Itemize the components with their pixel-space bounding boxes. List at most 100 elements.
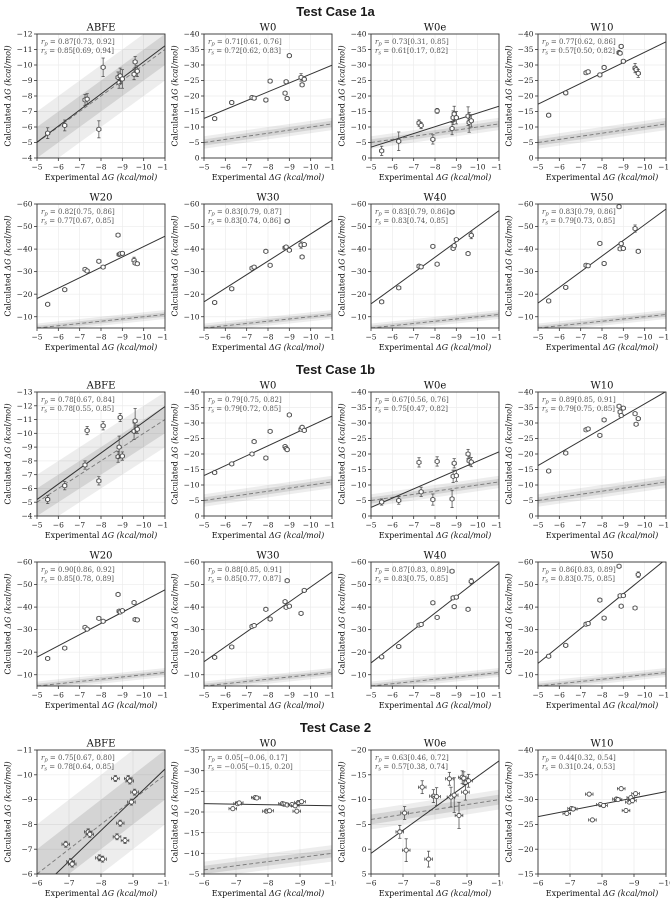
subplot-1a-W10: −11−10−9−8−7−6−5−40−35−30−25−20−15−10−50…: [505, 23, 671, 183]
data-point: [284, 218, 290, 224]
fit-line: [538, 392, 666, 467]
data-point: [299, 82, 305, 88]
fit-line: [538, 41, 666, 105]
spearman-stat: rs = 0.61[0.17, 0.82]: [375, 47, 448, 57]
confidence-band-inner: [37, 670, 165, 686]
tick-label: −20: [351, 648, 367, 657]
tick-label: −30: [351, 625, 367, 634]
x-axis-label: Experimental ΔG (kcal/mol): [546, 889, 658, 898]
tick-label: −5: [198, 333, 209, 342]
y-tick-labels: −60 −50 −40 −30 −20 −10: [184, 558, 204, 679]
pearson-stat: rp = 0.83[0.79, 0.87]: [208, 208, 282, 218]
data-point: [633, 421, 639, 427]
y-tick-labels: −40 −35 −30 −25 −20 −15 −10 −5 0: [184, 388, 204, 521]
data-point: [633, 791, 639, 797]
y-tick-labels: −13 −12 −11 −10 −9 −8 −7 −6 −5 −4: [17, 388, 37, 521]
data-point: [418, 264, 424, 270]
tick-label: −8: [429, 521, 440, 530]
tick-label: −7: [21, 107, 32, 116]
subplot-2-ABFE: −10 −9 −8 −7 −6 −11 −10 −9 −8 −7 −6 ABFE rp = 0.75[0…: [4, 739, 170, 899]
pearson-stat: rp = 0.75[0.67, 0.80]: [41, 754, 115, 764]
data-point: [449, 496, 455, 502]
pearson-stat: rp = 0.67[0.56, 0.76]: [375, 396, 449, 406]
section-title: Test Case 1b: [295, 362, 376, 377]
y-tick-labels: −60 −50 −40 −30 −20 −10: [351, 200, 371, 321]
tick-label: −6: [21, 484, 32, 493]
plot-title: W0: [260, 23, 277, 34]
data-point: [292, 803, 298, 809]
data-point: [418, 621, 424, 628]
y-axis-label: Calculated ΔG (kcal/mol): [171, 403, 180, 504]
data-point: [563, 450, 569, 456]
data-point: [263, 606, 269, 612]
data-point: [251, 95, 257, 101]
data-point: [597, 432, 603, 438]
spearman-stat: rs = 0.83[0.74, 0.85]: [375, 217, 448, 227]
tick-label: −7: [241, 521, 252, 530]
tick-label: −6: [220, 521, 231, 530]
tick-label: −7: [575, 163, 586, 172]
identity-line: [371, 481, 499, 501]
data-point: [546, 653, 552, 659]
x-tick-labels: −11 −10 −9 −8 −7 −6 −5: [365, 328, 503, 342]
data-point: [62, 122, 68, 128]
subplot-1b-W0: −11−10−9−8−7−6−5−40−35−30−25−20−15−10−50…: [171, 381, 337, 541]
tick-label: −5: [365, 163, 376, 172]
y-tick-labels: −40 −35 −30 −25 −20 −15 −10 −5 0: [518, 30, 538, 163]
tick-label: −8: [21, 456, 32, 465]
y-tick-labels: −40 −35 −30 −25 −20 −15 −10 −5 0: [184, 30, 204, 163]
data-point: [632, 411, 638, 417]
tick-label: −20: [518, 845, 534, 854]
tick-label: −7: [408, 691, 419, 700]
data-point: [100, 856, 106, 862]
confidence-band-outer: [37, 310, 165, 328]
tick-label: −50: [518, 222, 534, 231]
data-point: [249, 451, 255, 457]
data-point: [379, 148, 385, 154]
data-point: [449, 209, 455, 215]
tick-label: −5: [188, 870, 199, 879]
data-point: [299, 799, 305, 805]
data-point: [119, 608, 125, 614]
tick-label: −20: [184, 290, 200, 299]
data-point: [465, 251, 471, 257]
data-point: [453, 473, 459, 479]
tick-label: −5: [522, 138, 533, 147]
data-point: [212, 470, 218, 476]
y-axis-label: Calculated ΔG (kcal/mol): [4, 45, 13, 146]
tick-label: −9: [21, 76, 32, 85]
confidence-band-inner: [371, 794, 499, 825]
tick-label: −10: [351, 670, 367, 679]
x-tick-labels: −11 −10 −9 −8 −7 −6 −5: [365, 686, 503, 700]
identity-line: [37, 49, 165, 143]
data-point: [418, 122, 424, 128]
identity-line: [538, 314, 666, 328]
spearman-stat: rs = 0.78[0.55, 0.85]: [41, 405, 114, 415]
spearman-stat: rs = 0.57[0.38, 0.74]: [375, 763, 448, 773]
data-point: [597, 72, 603, 78]
tick-label: −5: [532, 521, 543, 530]
data-point: [96, 126, 102, 132]
spearman-stat: rs = 0.79[0.72, 0.85]: [208, 405, 281, 415]
tick-label: −8: [429, 333, 440, 342]
tick-label: −7: [575, 691, 586, 700]
data-point: [620, 58, 626, 64]
identity-line: [204, 672, 332, 686]
tick-label: −8: [21, 92, 32, 101]
tick-label: −8: [95, 163, 106, 172]
tick-label: −9: [451, 333, 462, 342]
tick-label: −5: [355, 138, 366, 147]
tick-label: −9: [451, 521, 462, 530]
confidence-band-inner: [538, 312, 666, 328]
tick-label: −7: [241, 163, 252, 172]
tick-label: −20: [518, 92, 534, 101]
tick-label: −15: [351, 770, 367, 779]
confidence-band-inner: [204, 670, 332, 686]
plot-title: W40: [423, 551, 446, 562]
x-axis-label: Experimental ΔG (kcal/mol): [212, 701, 324, 710]
data-point: [69, 861, 75, 867]
tick-label: −6: [53, 521, 64, 530]
tick-label: −30: [184, 625, 200, 634]
tick-label: −20: [17, 290, 33, 299]
data-point: [45, 496, 51, 503]
